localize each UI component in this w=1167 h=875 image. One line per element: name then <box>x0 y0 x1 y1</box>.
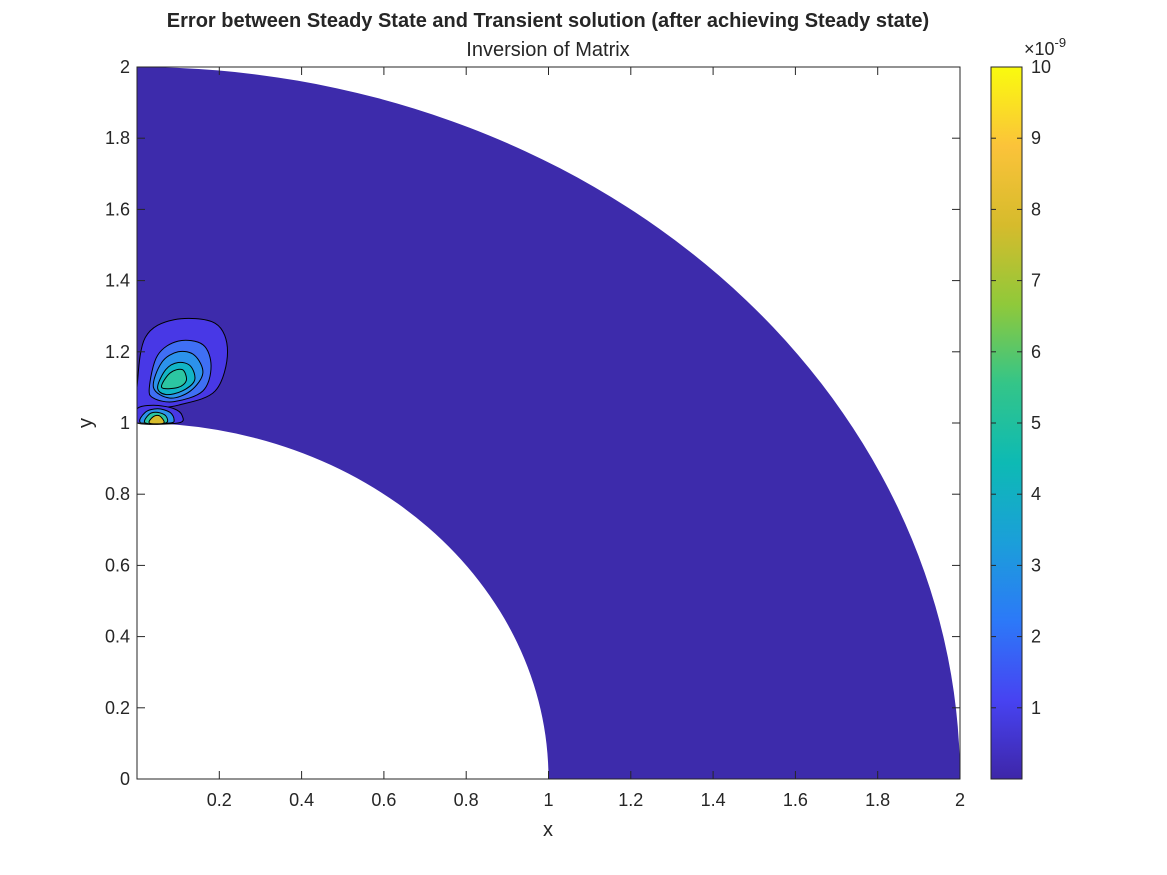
colorbar-tick-label: 7 <box>1031 271 1041 291</box>
colorbar-tick-label: 2 <box>1031 627 1041 647</box>
y-tick-label: 1 <box>120 413 130 433</box>
annulus-region <box>137 67 960 779</box>
y-tick-label: 0 <box>120 769 130 789</box>
colorbar-gradient <box>990 66 1023 780</box>
y-tick-label: 1.4 <box>105 271 130 291</box>
y-tick-label: 0.6 <box>105 555 130 575</box>
colorbar-tick-label: 9 <box>1031 128 1041 148</box>
colorbar-tick-label: 10 <box>1031 57 1051 77</box>
x-tick-label: 0.6 <box>371 790 396 810</box>
y-axis-label: y <box>75 418 97 428</box>
colorbar-tick-label: 8 <box>1031 199 1041 219</box>
y-tick-label: 0.8 <box>105 484 130 504</box>
contour-level-8 <box>148 414 165 425</box>
y-tick-label: 2 <box>120 57 130 77</box>
y-tick-label: 1.2 <box>105 342 130 362</box>
y-tick-label: 0.4 <box>105 627 130 647</box>
colorbar-tick-label: 3 <box>1031 555 1041 575</box>
x-tick-label: 1.4 <box>701 790 726 810</box>
y-tick-label: 1.8 <box>105 128 130 148</box>
x-tick-label: 0.4 <box>289 790 314 810</box>
x-tick-label: 0.2 <box>207 790 232 810</box>
chart-subtitle: Inversion of Matrix <box>466 39 629 61</box>
colorbar: 1 2 3 4 5 6 7 8 9 10×10-9 <box>990 35 1066 780</box>
colorbar-tick-label: 5 <box>1031 413 1041 433</box>
contour-level-5 <box>161 368 188 390</box>
chart-title: Error between Steady State and Transient… <box>167 10 929 32</box>
colorbar-tick-label: 6 <box>1031 342 1041 362</box>
contour-layer <box>137 67 960 779</box>
colorbar-multiplier: ×10-9 <box>1024 35 1066 59</box>
x-tick-label: 1.2 <box>618 790 643 810</box>
x-axis-label: x <box>543 819 553 841</box>
y-tick-label: 0.2 <box>105 698 130 718</box>
axes: 0.2 0.4 0.6 0.8 1 1.2 1.4 1.6 1.8 2 0 0.2 0.4 0.6 0.8 1… <box>105 57 965 810</box>
colorbar-tick-label: 4 <box>1031 484 1041 504</box>
x-tick-label: 1.8 <box>865 790 890 810</box>
colorbar-multiplier-base: ×10 <box>1024 39 1055 59</box>
x-tick-label: 0.8 <box>454 790 479 810</box>
x-tick-label: 2 <box>955 790 965 810</box>
y-tick-label: 1.6 <box>105 199 130 219</box>
colorbar-multiplier-exponent: -9 <box>1055 35 1067 50</box>
x-tick-label: 1 <box>543 790 553 810</box>
colorbar-tick-label: 1 <box>1031 698 1041 718</box>
x-tick-label: 1.6 <box>783 790 808 810</box>
